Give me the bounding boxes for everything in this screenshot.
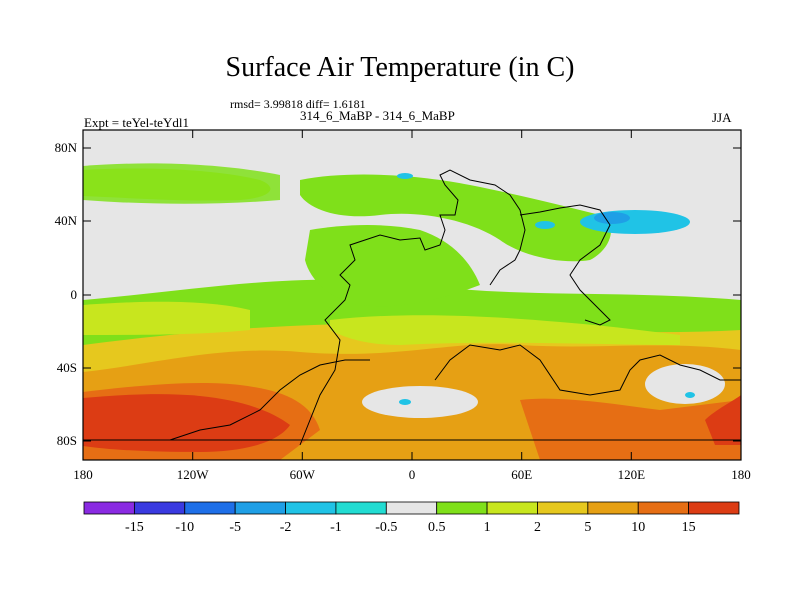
field-cyan-patch-asia [580, 210, 690, 234]
field-green-north-west [83, 163, 280, 204]
colorbar-swatch [133, 501, 186, 515]
field-cyan-spot-north [397, 173, 413, 179]
field-cyan-spot-south [399, 399, 411, 405]
colorbar-swatch [688, 501, 740, 515]
colorbar-swatch [587, 501, 639, 515]
colorbar-label: -5 [229, 520, 241, 535]
runs-text: 314_6_MaBP - 314_6_MaBP [300, 108, 455, 123]
colorbar-swatch [436, 501, 488, 515]
x-tick-label-2: 60W [290, 467, 316, 482]
colorbar-swatch [335, 501, 387, 515]
colorbar-swatch [285, 501, 337, 515]
x-tick-label-1: 120W [177, 467, 210, 482]
x-tick-label-6: 180 [731, 467, 751, 482]
stats-text: rmsd= 3.99818 diff= 1.6181 [230, 97, 366, 111]
x-tick-label-5: 120E [618, 467, 646, 482]
colorbar-label: -15 [125, 520, 144, 535]
continent-outlines [83, 169, 741, 446]
outline-americas [299, 169, 526, 446]
field-neutral-oval-south-east [645, 364, 725, 404]
colorbar-swatch [637, 501, 690, 515]
season-label: JJA [712, 110, 732, 125]
field-green-tropical-west [83, 301, 250, 335]
colorbar-swatch [537, 501, 589, 515]
colorbar-label: 1 [484, 520, 491, 535]
field-blob-red-southwest [83, 394, 290, 452]
x-tick-label-0: 180 [73, 467, 93, 482]
x-tick-label-4: 60E [511, 467, 532, 482]
colorbar-labels: -15 -10 -5 -2 -1 -0.5 0.5 1 2 5 10 15 [125, 520, 696, 535]
field-neutral-oval-south-central [362, 386, 478, 418]
y-tick-labels: 80N 40N 0 40S 80S [55, 140, 78, 448]
colorbar-swatch [184, 501, 236, 515]
colorbar-label: -1 [330, 520, 342, 535]
colorbar-swatch [234, 501, 286, 515]
colorbar-swatch [486, 501, 538, 515]
field-cyan-spot-southeast [685, 392, 695, 398]
temperature-field [83, 130, 741, 460]
experiment-label: Expt = teYel-teYdl1 [84, 115, 189, 130]
colorbar-swatch [385, 501, 438, 515]
axis-ticks [82, 130, 742, 460]
field-band-darkorange-south-east [520, 398, 741, 460]
colorbar-label: -2 [280, 520, 292, 535]
field-green-atlantic [305, 225, 480, 307]
field-cyan-spot-north-east [535, 221, 555, 229]
y-tick-label-3: 40S [57, 360, 77, 375]
y-tick-label-4: 80S [57, 433, 77, 448]
colorbar-label: -10 [175, 520, 194, 535]
field-yellowgreen-equator [330, 315, 680, 345]
colorbar-label: 0.5 [428, 520, 446, 535]
colorbar-label: 5 [584, 520, 591, 535]
colorbar-swatch [83, 501, 135, 515]
y-tick-label-2: 0 [71, 287, 78, 302]
outline-asia [519, 204, 611, 326]
colorbar-label: 15 [682, 520, 696, 535]
field-green-north-band [300, 174, 611, 262]
outline-africa-europe [434, 344, 741, 396]
colorbar-label: 2 [534, 520, 541, 535]
colorbar [83, 501, 740, 515]
outline-south-coast [169, 359, 370, 441]
field-lightblue-patch-asia [594, 212, 630, 224]
field-blob-red-southeast [705, 395, 741, 445]
map-title: Surface Air Temperature (in C) [225, 52, 575, 83]
colorbar-label: 10 [631, 520, 645, 535]
x-tick-labels: 180 120W 60W 0 60E 120E 180 [73, 467, 751, 482]
y-tick-label-1: 40N [55, 213, 78, 228]
colorbar-label: -0.5 [375, 520, 397, 535]
y-tick-label-0: 80N [55, 140, 78, 155]
x-tick-label-3: 0 [409, 467, 416, 482]
